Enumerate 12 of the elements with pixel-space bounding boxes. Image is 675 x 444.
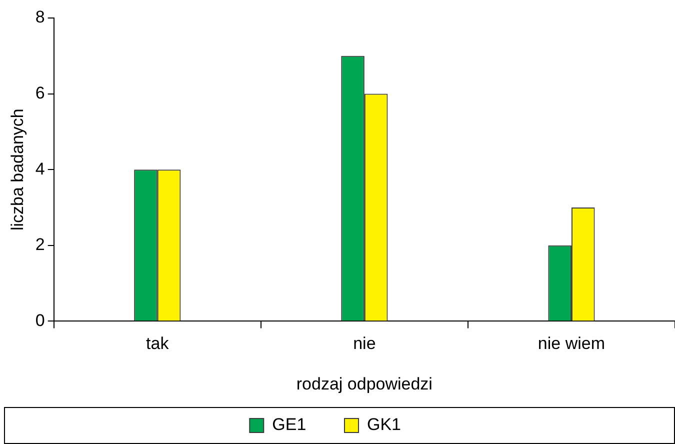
y-tick-label: 4 bbox=[35, 159, 45, 178]
y-tick-label: 2 bbox=[35, 235, 45, 254]
x-tick-label: nie wiem bbox=[538, 334, 606, 354]
y-tick-label: 0 bbox=[35, 310, 45, 330]
legend-label: GK1 bbox=[367, 415, 430, 434]
y-tick-label: 6 bbox=[35, 83, 45, 102]
y-axis-title: liczba badanych bbox=[8, 108, 27, 231]
x-tick-label: nie bbox=[353, 334, 376, 354]
y-tick-label: 8 bbox=[35, 8, 45, 27]
x-axis-title: rodzaj odpowiedzi bbox=[296, 374, 432, 394]
legend-label: GE1 bbox=[272, 415, 335, 434]
x-tick-label: tak bbox=[146, 334, 170, 354]
